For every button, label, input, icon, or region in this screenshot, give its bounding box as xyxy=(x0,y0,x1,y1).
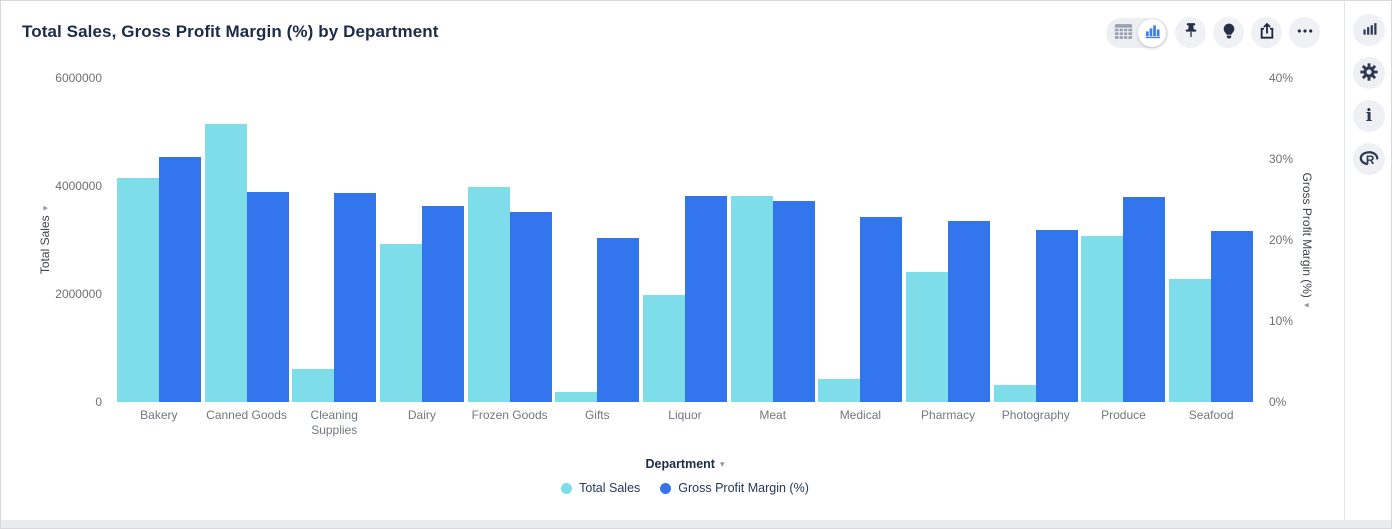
horizontal-scrollbar[interactable] xyxy=(1,520,1391,528)
toolbar xyxy=(1106,17,1320,48)
bar-total-sales-produce[interactable] xyxy=(1081,236,1124,402)
x-axis-category-label: Seafood xyxy=(1188,408,1234,422)
info-icon: i xyxy=(1365,105,1373,126)
bar-gross-profit-margin-meat[interactable] xyxy=(772,201,815,402)
r-analytics-button[interactable]: R xyxy=(1353,143,1385,175)
page-title: Total Sales, Gross Profit Margin (%) by … xyxy=(22,22,439,41)
x-axis-category-label: Canned Goods xyxy=(206,408,287,422)
x-axis-label: Department xyxy=(645,457,715,471)
bar-total-sales-dairy[interactable] xyxy=(379,244,422,402)
bar-gross-profit-margin-produce[interactable] xyxy=(1123,197,1166,402)
chart-view-button[interactable] xyxy=(1138,18,1166,47)
bar-total-sales-canned-goods[interactable] xyxy=(204,123,247,402)
chart-type-button[interactable] xyxy=(1353,14,1385,46)
gear-icon xyxy=(1359,62,1379,85)
pin-icon xyxy=(1181,21,1201,44)
bar-total-sales-photography[interactable] xyxy=(993,384,1036,402)
rail-divider xyxy=(1344,1,1345,528)
y-axis-title-left-label: Total Sales xyxy=(38,215,52,275)
y-axis-tick-label: 0% xyxy=(1269,395,1287,409)
y-axis-tick-label: 4000000 xyxy=(55,179,102,193)
bar-gross-profit-margin-pharmacy[interactable] xyxy=(948,221,991,402)
export-button[interactable] xyxy=(1251,17,1282,48)
bar-chart-icon xyxy=(1360,20,1378,41)
x-axis-category-label: Produce xyxy=(1101,408,1146,422)
legend-item-total-sales[interactable]: Total Sales xyxy=(561,481,640,495)
bar-gross-profit-margin-bakery[interactable] xyxy=(158,157,201,402)
bar-total-sales-medical[interactable] xyxy=(818,378,861,402)
bar-total-sales-liquor[interactable] xyxy=(643,295,685,402)
caret-down-icon: ▾ xyxy=(39,205,50,211)
bar-gross-profit-margin-liquor[interactable] xyxy=(685,196,727,402)
table-view-button[interactable] xyxy=(1108,18,1138,48)
x-axis-category-label: Frozen Goods xyxy=(471,408,548,422)
r-logo-icon: R xyxy=(1358,148,1380,171)
legend-label: Gross Profit Margin (%) xyxy=(678,481,809,495)
table-icon xyxy=(1114,23,1133,43)
more-options-button[interactable] xyxy=(1289,17,1320,48)
x-axis-category-label: Bakery xyxy=(140,408,178,422)
legend-item-gross-profit-margin[interactable]: Gross Profit Margin (%) xyxy=(660,481,809,495)
info-button[interactable]: i xyxy=(1353,100,1385,132)
x-axis-category-label: Pharmacy xyxy=(921,408,976,422)
x-axis-field-selector[interactable]: Department ▾ xyxy=(115,457,1255,471)
x-axis-category-label: Liquor xyxy=(668,408,702,422)
view-toggle xyxy=(1106,17,1168,48)
explain-button[interactable] xyxy=(1213,17,1244,48)
lightbulb-icon xyxy=(1219,21,1239,44)
pin-button[interactable] xyxy=(1175,17,1206,48)
bar-total-sales-frozen-goods[interactable] xyxy=(467,187,510,402)
export-icon xyxy=(1257,21,1277,44)
x-axis-category-label: Photography xyxy=(1001,408,1070,422)
x-axis-category-label: Dairy xyxy=(407,408,436,422)
bar-chart-icon xyxy=(1143,22,1161,43)
bar-gross-profit-margin-frozen-goods[interactable] xyxy=(509,211,552,402)
legend-swatch-blue xyxy=(660,482,672,494)
legend: Total Sales Gross Profit Margin (%) xyxy=(115,481,1255,495)
settings-button[interactable] xyxy=(1353,57,1385,89)
y-axis-tick-label: 6000000 xyxy=(55,71,102,85)
caret-down-icon: ▾ xyxy=(1302,302,1313,308)
bar-gross-profit-margin-canned-goods[interactable] xyxy=(246,192,289,402)
y-axis-tick-label: 20% xyxy=(1269,233,1294,247)
x-axis-category-label: Medical xyxy=(839,408,882,422)
bar-total-sales-bakery[interactable] xyxy=(116,177,159,402)
bar-gross-profit-margin-cleaning-supplies[interactable] xyxy=(334,193,377,402)
bar-gross-profit-margin-dairy[interactable] xyxy=(421,205,464,402)
x-axis-category-label: Cleaning Supplies xyxy=(310,408,358,437)
x-axis-category-label: Meat xyxy=(759,408,787,422)
legend-swatch-cyan xyxy=(561,482,573,494)
bar-total-sales-seafood[interactable] xyxy=(1169,278,1212,402)
y-axis-tick-label: 0 xyxy=(95,395,102,409)
bar-gross-profit-margin-medical[interactable] xyxy=(860,216,903,402)
bar-gross-profit-margin-gifts[interactable] xyxy=(597,238,640,402)
y-axis-tick-label: 10% xyxy=(1269,314,1294,328)
bar-total-sales-cleaning-supplies[interactable] xyxy=(292,368,335,402)
bar-gross-profit-margin-photography[interactable] xyxy=(1035,230,1078,402)
x-axis-category-label: Gifts xyxy=(584,408,610,422)
y-axis-tick-label: 30% xyxy=(1269,152,1294,166)
y-axis-tick-label: 40% xyxy=(1269,71,1294,85)
bar-total-sales-gifts[interactable] xyxy=(555,391,598,402)
plot-area xyxy=(115,78,1255,402)
bar-total-sales-pharmacy[interactable] xyxy=(906,271,949,402)
right-rail: i R xyxy=(1345,1,1391,528)
caret-down-icon: ▾ xyxy=(719,458,725,469)
legend-label: Total Sales xyxy=(579,481,641,495)
ellipsis-icon xyxy=(1295,21,1315,44)
y-axis-title-left[interactable]: Total Sales ▾ xyxy=(38,206,52,274)
bar-total-sales-meat[interactable] xyxy=(730,196,773,402)
svg-text:R: R xyxy=(1366,153,1375,167)
y-axis-tick-label: 2000000 xyxy=(55,287,102,301)
bar-gross-profit-margin-seafood[interactable] xyxy=(1211,231,1254,402)
